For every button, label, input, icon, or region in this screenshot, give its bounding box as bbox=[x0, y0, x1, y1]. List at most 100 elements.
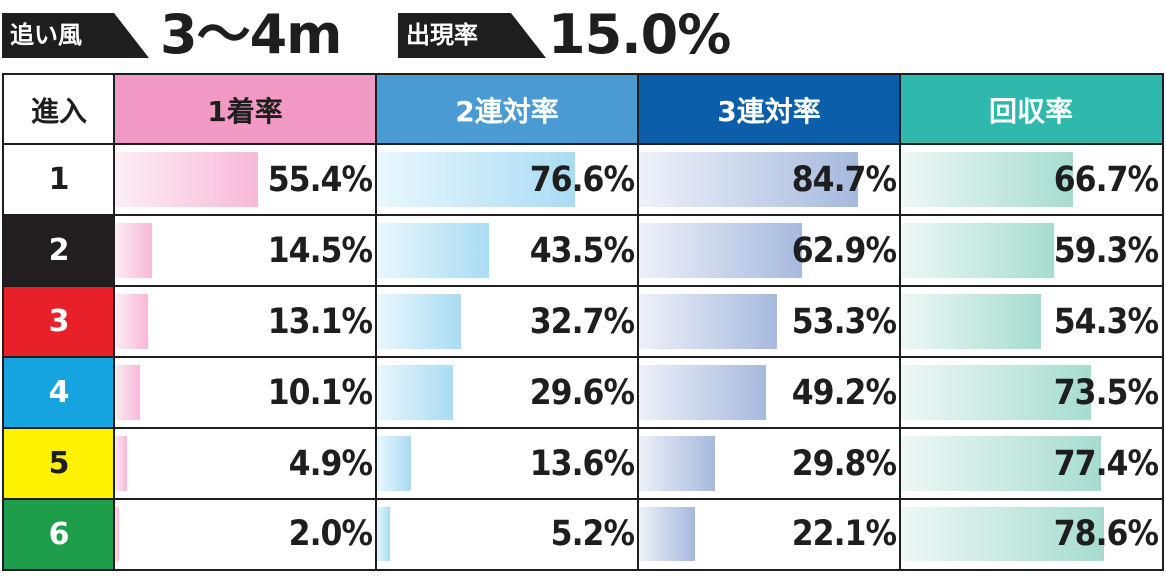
bar-return-rate bbox=[900, 365, 1091, 420]
table-cell-top2-rate: 29.6% bbox=[376, 357, 638, 428]
table-cell-win-rate: 4.9% bbox=[114, 428, 376, 499]
bar-top2-rate bbox=[376, 365, 453, 420]
table-cell-return-rate: 54.3% bbox=[900, 286, 1162, 357]
grid-vline bbox=[637, 75, 639, 569]
table-cell-win-rate: 2.0% bbox=[114, 499, 376, 569]
bar-return-rate bbox=[900, 436, 1101, 491]
grid-hline bbox=[4, 214, 1162, 216]
value-return-rate: 73.5% bbox=[1053, 372, 1159, 413]
value-win-rate: 55.4% bbox=[267, 159, 373, 200]
value-top2-rate: 5.2% bbox=[550, 514, 635, 554]
value-win-rate: 13.1% bbox=[267, 301, 373, 342]
grid-hline bbox=[4, 285, 1162, 287]
value-top3-rate: 84.7% bbox=[791, 159, 897, 200]
bar-top2-rate bbox=[376, 294, 461, 349]
value-top3-rate: 49.2% bbox=[791, 372, 897, 413]
stats-table: 進入 1着率 2連対率 3連対率 回収率 1 55.4% 76.6% 84.7% 66.7% 2 14… bbox=[2, 73, 1164, 571]
value-top3-rate: 62.9% bbox=[791, 230, 897, 271]
grid-vline bbox=[113, 75, 115, 569]
table-cell-return-rate: 78.6% bbox=[900, 499, 1162, 569]
grid-hline bbox=[4, 427, 1162, 429]
bar-top3-rate bbox=[638, 436, 715, 491]
bar-win-rate bbox=[114, 223, 152, 278]
value-win-rate: 10.1% bbox=[267, 372, 373, 413]
bar-top2-rate bbox=[376, 507, 390, 561]
value-top3-rate: 53.3% bbox=[791, 301, 897, 342]
table-cell-return-rate: 59.3% bbox=[900, 215, 1162, 286]
table-cell-top2-rate: 13.6% bbox=[376, 428, 638, 499]
table-cell-top3-rate: 62.9% bbox=[638, 215, 900, 286]
grid-vline bbox=[375, 75, 377, 569]
lane-header: 進入 bbox=[30, 94, 87, 128]
grid-hline bbox=[4, 143, 1162, 145]
column-header-top3-rate: 3連対率 bbox=[638, 75, 900, 144]
table-cell-win-rate: 14.5% bbox=[114, 215, 376, 286]
bar-top3-rate bbox=[638, 507, 695, 561]
bar-return-rate bbox=[900, 152, 1073, 207]
bar-win-rate bbox=[114, 294, 148, 349]
table-cell-top2-rate: 43.5% bbox=[376, 215, 638, 286]
value-top2-rate: 13.6% bbox=[529, 443, 635, 484]
lane-number-1: 1 bbox=[4, 144, 114, 215]
value-return-rate: 78.6% bbox=[1053, 514, 1159, 554]
lane-number-4: 4 bbox=[4, 357, 114, 428]
rate-value: 15.0% bbox=[548, 3, 731, 66]
table-cell-win-rate: 10.1% bbox=[114, 357, 376, 428]
value-return-rate: 66.7% bbox=[1053, 159, 1159, 200]
table-cell-top3-rate: 53.3% bbox=[638, 286, 900, 357]
value-return-rate: 77.4% bbox=[1053, 443, 1159, 484]
table-cell-win-rate: 13.1% bbox=[114, 286, 376, 357]
table-cell-win-rate: 55.4% bbox=[114, 144, 376, 215]
table-cell-top3-rate: 49.2% bbox=[638, 357, 900, 428]
grid-hline bbox=[4, 356, 1162, 358]
column-header-win-rate: 1着率 bbox=[114, 75, 376, 144]
bar-return-rate bbox=[900, 507, 1104, 561]
column-header-return-rate: 回収率 bbox=[900, 75, 1162, 144]
wind-tag-arrow bbox=[114, 13, 149, 58]
bar-win-rate bbox=[114, 152, 258, 207]
bar-win-rate bbox=[114, 507, 119, 561]
value-return-rate: 59.3% bbox=[1053, 230, 1159, 271]
grid-hline bbox=[4, 498, 1162, 500]
table-cell-top2-rate: 76.6% bbox=[376, 144, 638, 215]
lane-number-2: 2 bbox=[4, 215, 114, 286]
bar-win-rate bbox=[114, 365, 140, 420]
value-top2-rate: 43.5% bbox=[529, 230, 635, 271]
table-cell-return-rate: 77.4% bbox=[900, 428, 1162, 499]
bar-top3-rate bbox=[638, 365, 766, 420]
value-top2-rate: 32.7% bbox=[529, 301, 635, 342]
wind-tag: 追い風 bbox=[2, 13, 149, 58]
rate-tag-arrow bbox=[511, 13, 546, 58]
value-top2-rate: 76.6% bbox=[529, 159, 635, 200]
table-cell-top2-rate: 32.7% bbox=[376, 286, 638, 357]
value-top3-rate: 29.8% bbox=[791, 443, 897, 484]
bar-top3-rate bbox=[638, 152, 858, 207]
lane-number-3: 3 bbox=[4, 286, 114, 357]
table-cell-return-rate: 73.5% bbox=[900, 357, 1162, 428]
table-cell-top3-rate: 84.7% bbox=[638, 144, 900, 215]
table-cell-top2-rate: 5.2% bbox=[376, 499, 638, 569]
table-cell-top3-rate: 29.8% bbox=[638, 428, 900, 499]
table-cell-return-rate: 66.7% bbox=[900, 144, 1162, 215]
value-win-rate: 14.5% bbox=[267, 230, 373, 271]
table-cell-top3-rate: 22.1% bbox=[638, 499, 900, 569]
value-top2-rate: 29.6% bbox=[529, 372, 635, 413]
wind-label: 追い風 bbox=[2, 13, 114, 58]
bar-top2-rate bbox=[376, 152, 575, 207]
bar-top3-rate bbox=[638, 223, 802, 278]
rate-label: 出現率 bbox=[398, 13, 511, 58]
lane-number-5: 5 bbox=[4, 428, 114, 499]
wind-value: 3～4m bbox=[160, 3, 342, 66]
bar-return-rate bbox=[900, 223, 1054, 278]
bar-top3-rate bbox=[638, 294, 777, 349]
bar-return-rate bbox=[900, 294, 1041, 349]
lane-number-6: 6 bbox=[4, 499, 114, 569]
value-top3-rate: 22.1% bbox=[791, 514, 897, 554]
bar-top2-rate bbox=[376, 223, 489, 278]
bar-win-rate bbox=[114, 436, 127, 491]
value-win-rate: 2.0% bbox=[288, 514, 373, 554]
value-win-rate: 4.9% bbox=[288, 443, 373, 484]
grid-vline bbox=[899, 75, 901, 569]
rate-tag: 出現率 bbox=[398, 13, 546, 58]
value-return-rate: 54.3% bbox=[1053, 301, 1159, 342]
